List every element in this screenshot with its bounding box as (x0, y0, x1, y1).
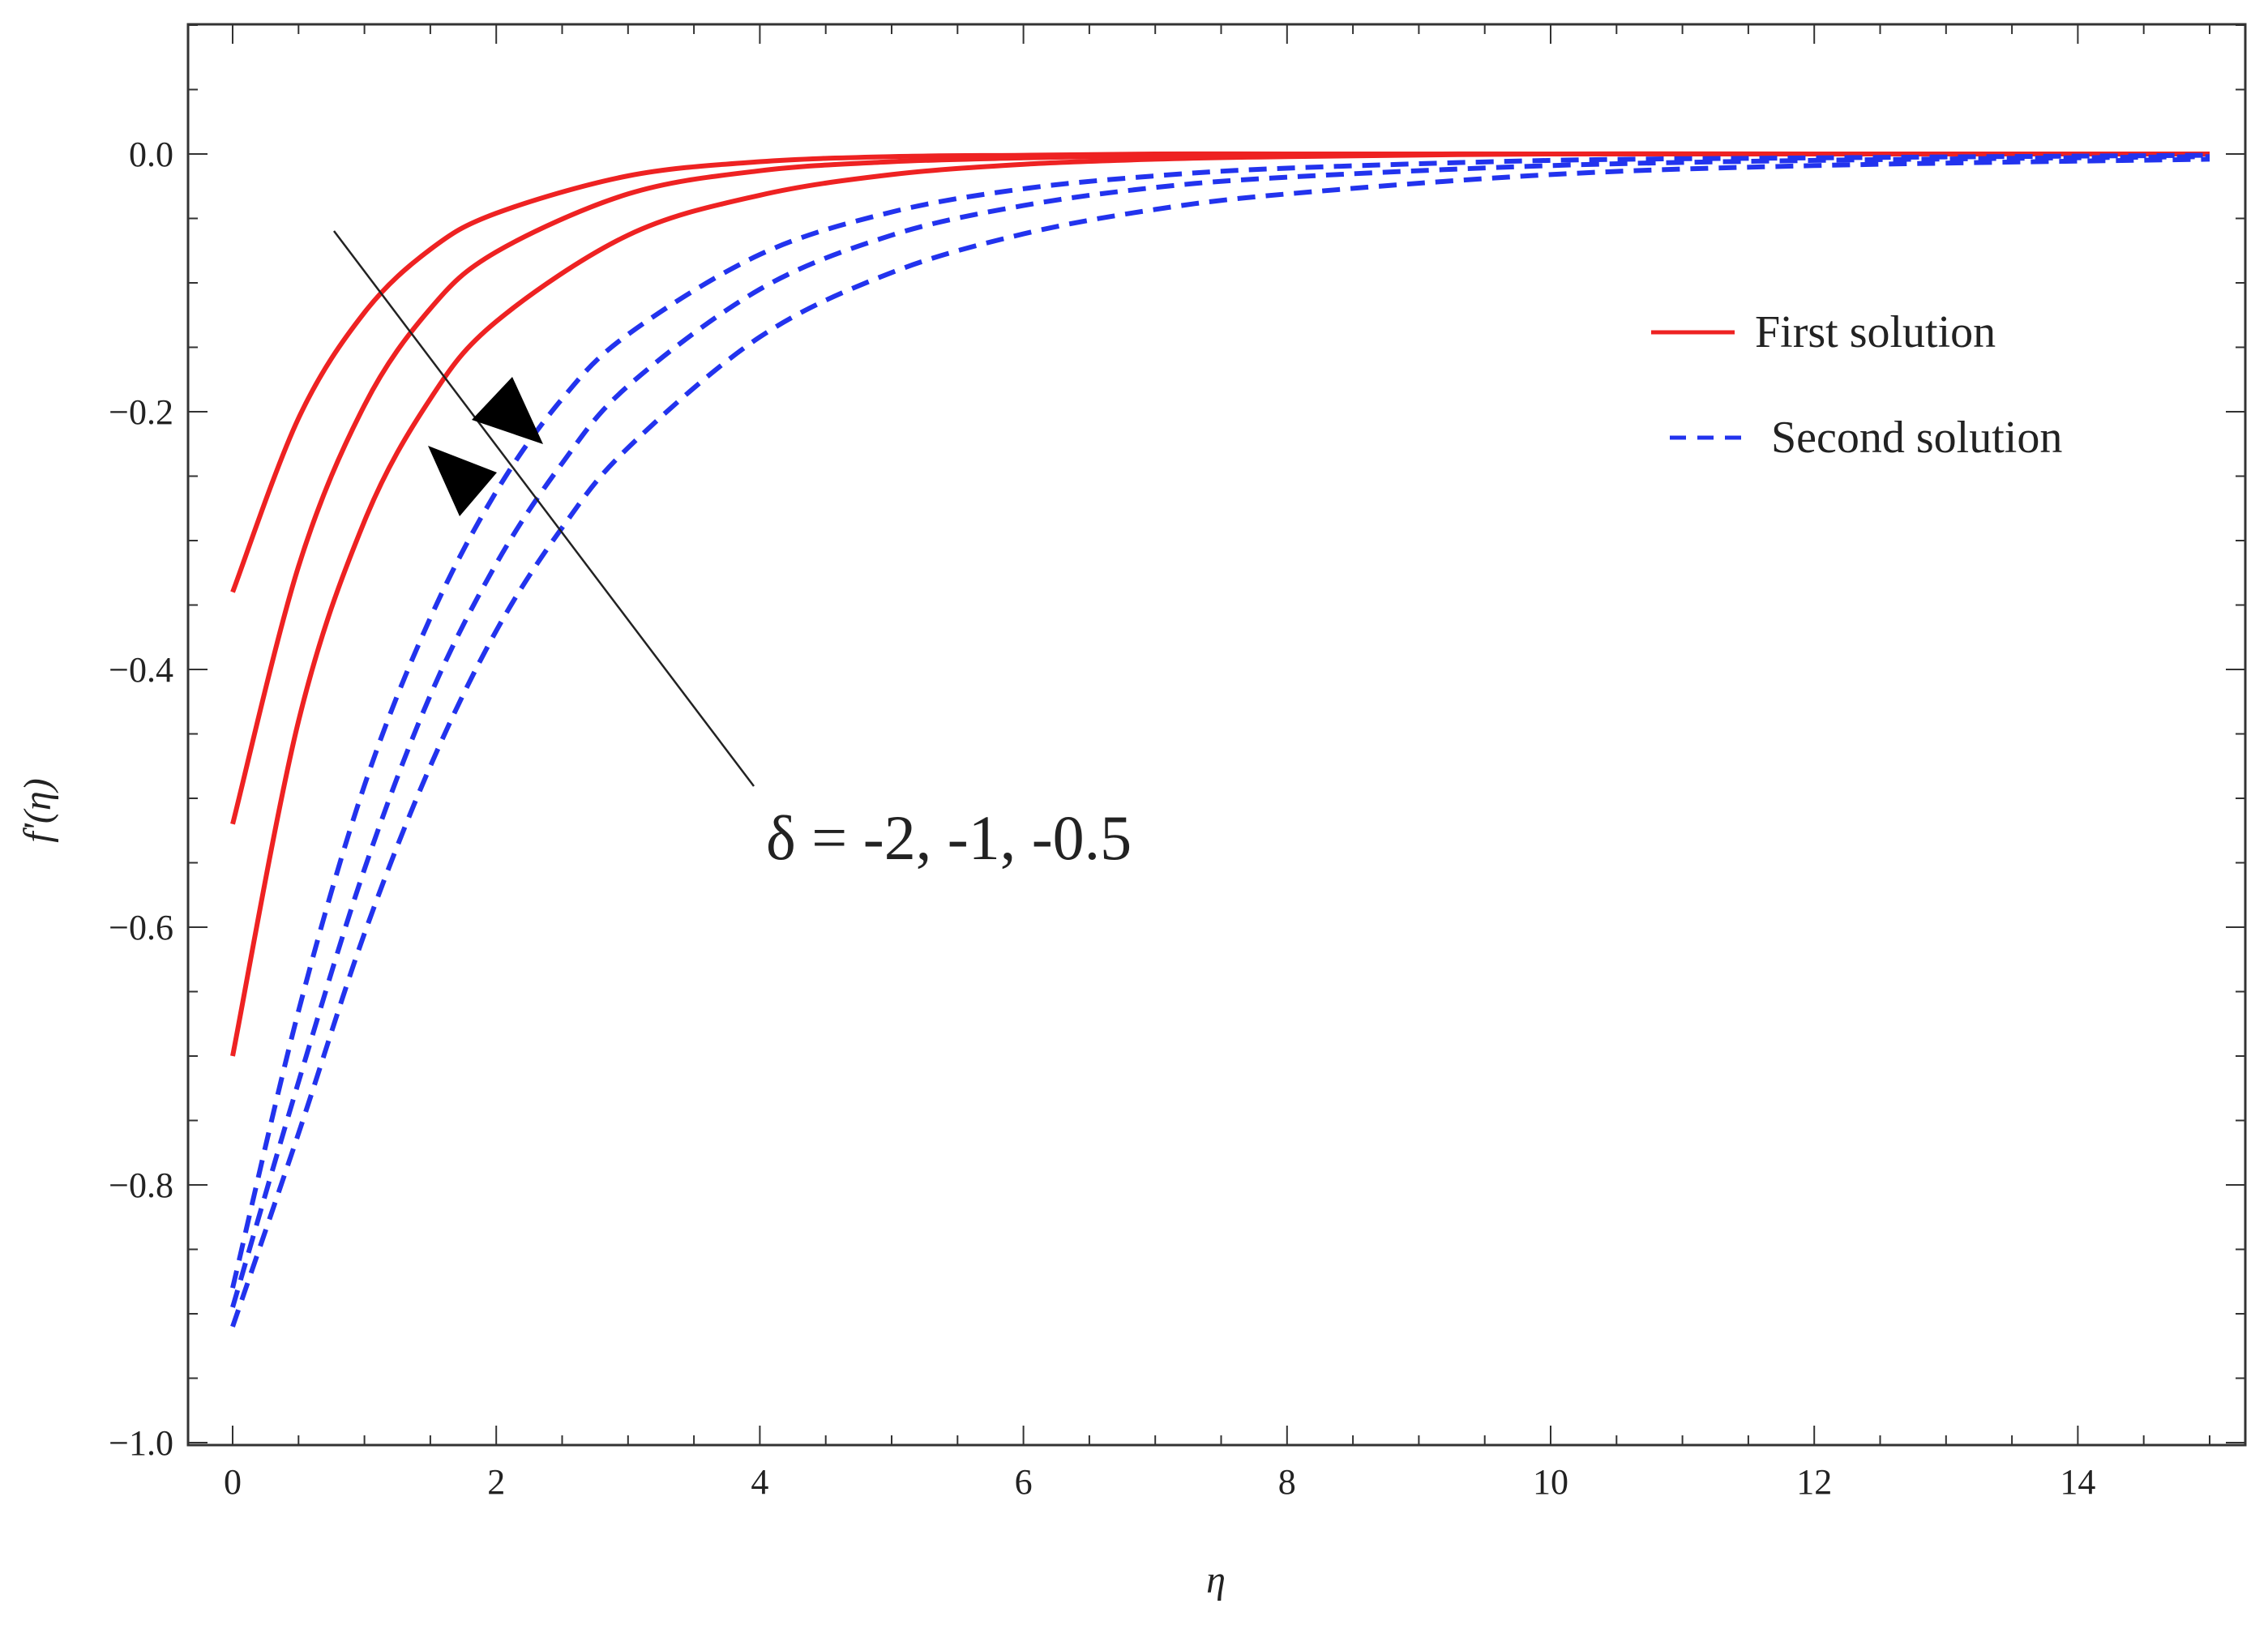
x-tick-label: 0 (224, 1462, 242, 1502)
legend: First solution Second solution (1651, 307, 2062, 463)
arrowhead-up-left (428, 446, 497, 516)
y-tick-label: −1.0 (109, 1423, 173, 1463)
first-solution-line-1 (230, 151, 2210, 593)
annotation-label: δ = -2, -1, -0.5 (766, 802, 1132, 873)
x-tick-label: 4 (751, 1462, 768, 1502)
x-tick-label: 2 (487, 1462, 505, 1502)
x-tick-label: 6 (1015, 1462, 1033, 1502)
second-solution-line-3 (230, 156, 2210, 1328)
x-tick-label: 8 (1278, 1462, 1296, 1502)
plot-frame (186, 23, 2247, 1447)
x-tick-label: 14 (2060, 1462, 2095, 1502)
y-tick-label: −0.4 (109, 650, 173, 690)
axis-tick-labels: 0 2 4 6 8 10 12 14 0.0 −0.2 −0.4 −0.6 −0.8 −1.0 (109, 135, 2095, 1502)
axis-ticks (188, 24, 2245, 1445)
y-tick-label: −0.2 (109, 392, 173, 432)
y-axis-label: f'(η) (16, 778, 59, 842)
y-tick-label: 0.0 (129, 135, 173, 174)
arrowhead-down-right (472, 377, 543, 444)
first-solution-line-3 (230, 151, 2210, 1057)
legend-label-second: Second solution (1771, 413, 2062, 463)
x-tick-label: 10 (1533, 1462, 1568, 1502)
second-solution-line-1 (230, 152, 2210, 1289)
legend-label-first: First solution (1755, 307, 1996, 357)
annotation-arrow (333, 230, 755, 787)
series-layer (230, 151, 2210, 1328)
x-axis-label: η (1206, 1559, 1226, 1601)
x-tick-label: 12 (1796, 1462, 1832, 1502)
y-tick-label: −0.6 (109, 908, 173, 947)
y-tick-label: −0.8 (109, 1165, 173, 1205)
